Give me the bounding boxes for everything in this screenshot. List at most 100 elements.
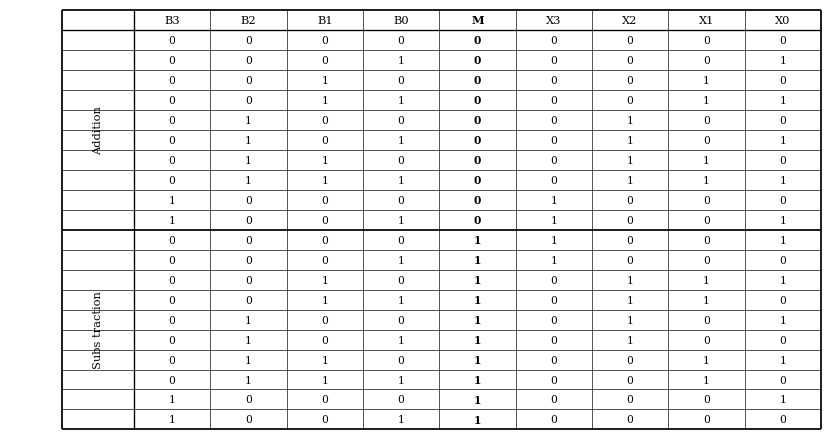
Text: 0: 0	[322, 215, 328, 225]
Text: 0: 0	[322, 315, 328, 325]
Text: 0: 0	[474, 135, 481, 146]
Text: 0: 0	[780, 415, 786, 425]
Text: 0: 0	[245, 395, 252, 405]
Text: 1: 1	[474, 374, 481, 385]
Text: 0: 0	[398, 395, 404, 405]
Text: B1: B1	[317, 16, 332, 26]
Text: 1: 1	[322, 355, 328, 364]
Text: 0: 0	[627, 395, 634, 405]
Text: 0: 0	[398, 315, 404, 325]
Text: 0: 0	[168, 235, 176, 245]
Text: 0: 0	[474, 115, 481, 126]
Text: 0: 0	[245, 415, 252, 425]
Text: 0: 0	[474, 95, 481, 106]
Text: 1: 1	[703, 76, 710, 85]
Text: 0: 0	[168, 255, 176, 265]
Text: 1: 1	[168, 215, 176, 225]
Text: 0: 0	[780, 335, 786, 345]
Text: B2: B2	[241, 16, 257, 26]
Text: 1: 1	[780, 215, 786, 225]
Text: 0: 0	[245, 295, 252, 305]
Text: 0: 0	[322, 36, 328, 46]
Text: 0: 0	[398, 116, 404, 126]
Text: 0: 0	[550, 355, 557, 364]
Text: 1: 1	[703, 155, 710, 165]
Text: 0: 0	[627, 375, 634, 385]
Text: 0: 0	[780, 76, 786, 85]
Text: 0: 0	[168, 116, 176, 126]
Text: 0: 0	[398, 355, 404, 364]
Text: 0: 0	[703, 335, 710, 345]
Text: 0: 0	[322, 56, 328, 66]
Text: X0: X0	[775, 16, 790, 26]
Text: 0: 0	[322, 136, 328, 146]
Text: 0: 0	[627, 255, 634, 265]
Text: 0: 0	[550, 116, 557, 126]
Text: 1: 1	[627, 315, 634, 325]
Text: 0: 0	[245, 36, 252, 46]
Text: 1: 1	[245, 355, 252, 364]
Text: 0: 0	[474, 55, 481, 66]
Text: 0: 0	[398, 76, 404, 85]
Text: 1: 1	[398, 295, 404, 305]
Text: 1: 1	[322, 76, 328, 85]
Text: 0: 0	[550, 76, 557, 85]
Text: 1: 1	[627, 335, 634, 345]
Text: 1: 1	[245, 375, 252, 385]
Text: 0: 0	[703, 136, 710, 146]
Text: B3: B3	[164, 16, 180, 26]
Text: 0: 0	[474, 155, 481, 166]
Text: 1: 1	[703, 275, 710, 285]
Text: 1: 1	[550, 215, 557, 225]
Text: 0: 0	[245, 215, 252, 225]
Text: 0: 0	[168, 36, 176, 46]
Text: Addition: Addition	[93, 106, 103, 155]
Text: 0: 0	[322, 335, 328, 345]
Text: 0: 0	[245, 275, 252, 285]
Text: 0: 0	[474, 215, 481, 226]
Text: 0: 0	[168, 355, 176, 364]
Text: 1: 1	[398, 215, 404, 225]
Text: 1: 1	[398, 175, 404, 185]
Text: 1: 1	[780, 355, 786, 364]
Text: 1: 1	[168, 395, 176, 405]
Text: 0: 0	[550, 56, 557, 66]
Text: 1: 1	[780, 95, 786, 106]
Text: X3: X3	[546, 16, 562, 26]
Text: 0: 0	[627, 195, 634, 205]
Text: 0: 0	[550, 175, 557, 185]
Text: X2: X2	[622, 16, 638, 26]
Text: 0: 0	[168, 155, 176, 165]
Text: 0: 0	[703, 395, 710, 405]
Text: 1: 1	[245, 315, 252, 325]
Text: 1: 1	[322, 295, 328, 305]
Text: 0: 0	[168, 76, 176, 85]
Text: 0: 0	[703, 255, 710, 265]
Text: 1: 1	[703, 95, 710, 106]
Text: 0: 0	[245, 255, 252, 265]
Text: 1: 1	[398, 335, 404, 345]
Text: 1: 1	[474, 294, 481, 305]
Text: 0: 0	[550, 375, 557, 385]
Text: 1: 1	[780, 395, 786, 405]
Text: 0: 0	[550, 36, 557, 46]
Text: 1: 1	[627, 116, 634, 126]
Text: 0: 0	[398, 235, 404, 245]
Text: 1: 1	[322, 375, 328, 385]
Text: 1: 1	[474, 394, 481, 405]
Text: 0: 0	[627, 95, 634, 106]
Text: 0: 0	[474, 75, 481, 86]
Text: 0: 0	[245, 195, 252, 205]
Text: X1: X1	[699, 16, 714, 26]
Text: 1: 1	[550, 235, 557, 245]
Text: 1: 1	[322, 275, 328, 285]
Text: 0: 0	[780, 295, 786, 305]
Text: 1: 1	[398, 136, 404, 146]
Text: 1: 1	[398, 375, 404, 385]
Text: 1: 1	[703, 175, 710, 185]
Text: 1: 1	[398, 95, 404, 106]
Text: 1: 1	[245, 155, 252, 165]
Text: 0: 0	[168, 95, 176, 106]
Text: 1: 1	[780, 235, 786, 245]
Text: 1: 1	[550, 255, 557, 265]
